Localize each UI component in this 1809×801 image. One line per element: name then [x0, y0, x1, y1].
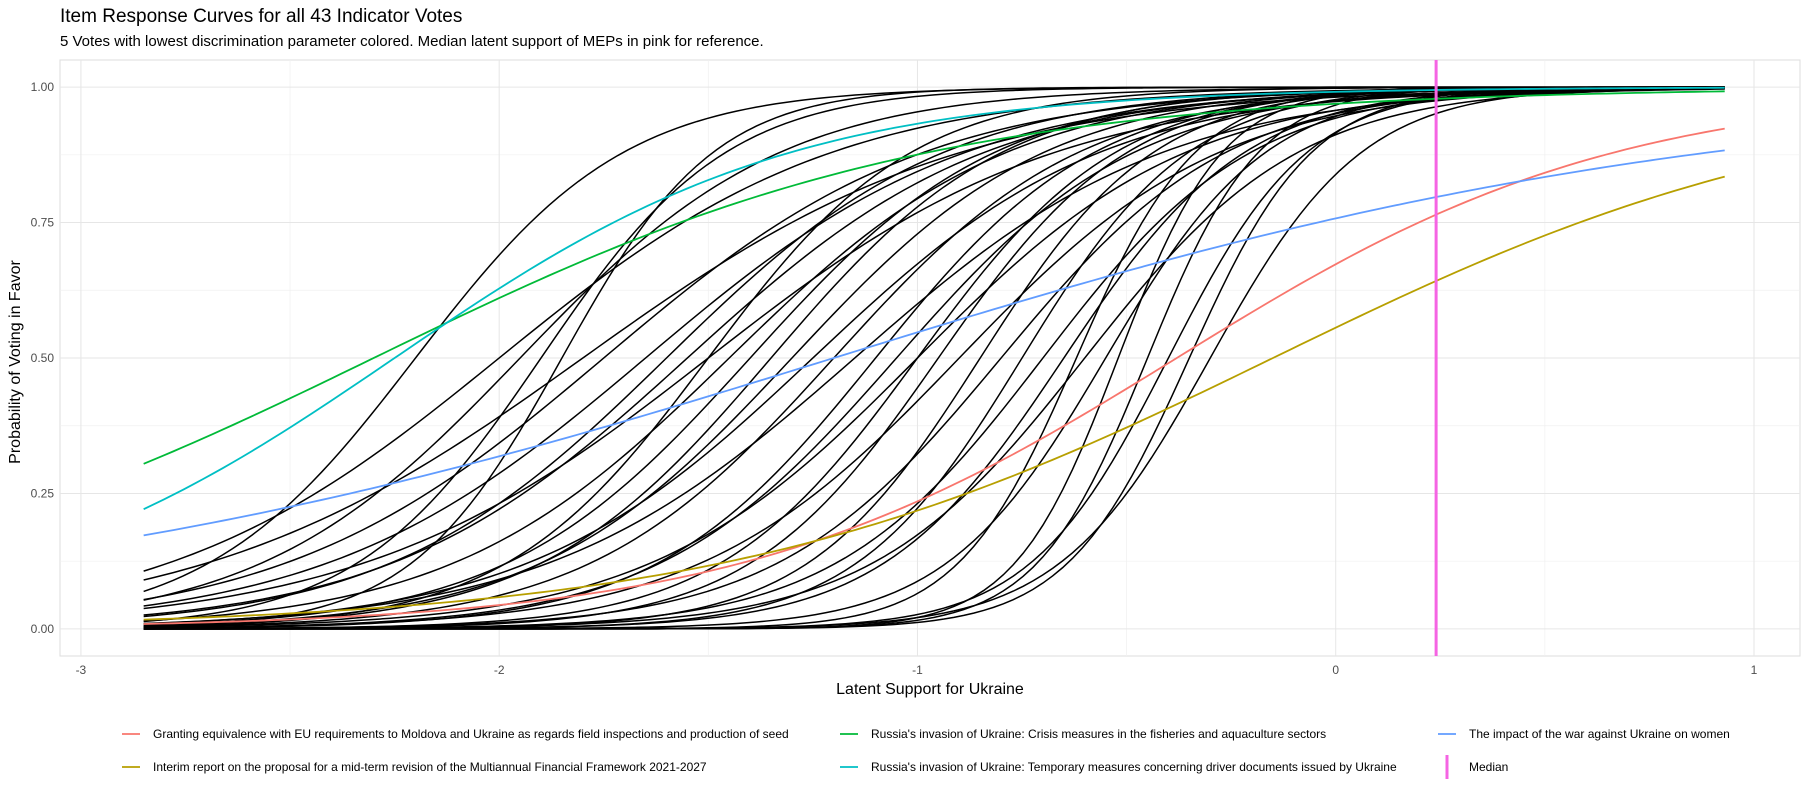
legend-item: Russia's invasion of Ukraine: Crisis mea… — [840, 727, 1326, 741]
vote-curve-37 — [143, 87, 1725, 628]
legend-item: Granting equivalence with EU requirement… — [122, 727, 789, 741]
chart-subtitle: 5 Votes with lowest discrimination param… — [60, 33, 764, 50]
highlighted-vote-curve-3 — [143, 90, 1725, 465]
highlighted-vote-curve-1 — [143, 127, 1725, 625]
x-tick-label: -3 — [76, 663, 87, 677]
y-tick-label: 0.00 — [31, 622, 55, 636]
highlighted-vote-curve-4 — [143, 86, 1725, 510]
legend-item-median: Median — [1445, 755, 1508, 779]
x-tick-label: -2 — [494, 663, 505, 677]
x-tick-label: 0 — [1332, 663, 1339, 677]
legend-label: The impact of the war against Ukraine on… — [1469, 727, 1730, 741]
y-tick-label: 1.00 — [31, 80, 55, 94]
highlighted-vote-curve-5 — [143, 149, 1725, 537]
legend: Granting equivalence with EU requirement… — [122, 727, 1730, 779]
chart-title: Item Response Curves for all 43 Indicato… — [60, 6, 462, 27]
x-tick-label: -1 — [912, 663, 923, 677]
legend-label: Interim report on the proposal for a mid… — [153, 760, 707, 774]
legend-item: The impact of the war against Ukraine on… — [1438, 727, 1730, 741]
legend-label: Russia's invasion of Ukraine: Crisis mea… — [871, 727, 1326, 741]
legend-item: Interim report on the proposal for a mid… — [122, 760, 707, 774]
vote-curve-43 — [143, 86, 1725, 630]
legend-label: Median — [1469, 760, 1508, 774]
legend-item: Russia's invasion of Ukraine: Temporary … — [840, 760, 1397, 774]
plot-panel — [59, 59, 1801, 657]
vote-curve-22 — [143, 86, 1725, 629]
legend-label: Granting equivalence with EU requirement… — [153, 727, 789, 741]
legend-label: Russia's invasion of Ukraine: Temporary … — [871, 760, 1397, 774]
y-tick-label: 0.75 — [31, 216, 55, 230]
x-axis-ticks: -3 -2 -1 0 1 — [76, 663, 1758, 677]
x-axis-label: Latent Support for Ukraine — [836, 681, 1024, 698]
vote-curve-32 — [143, 87, 1725, 630]
x-tick-label: 1 — [1751, 663, 1758, 677]
y-axis-ticks: 0.00 0.25 0.50 0.75 1.00 — [31, 80, 55, 636]
y-tick-label: 0.25 — [31, 486, 55, 500]
highlighted-vote-curve-2 — [143, 175, 1725, 621]
y-tick-label: 0.50 — [31, 351, 55, 365]
y-axis-label: Probability of Voting in Favor — [7, 260, 24, 464]
